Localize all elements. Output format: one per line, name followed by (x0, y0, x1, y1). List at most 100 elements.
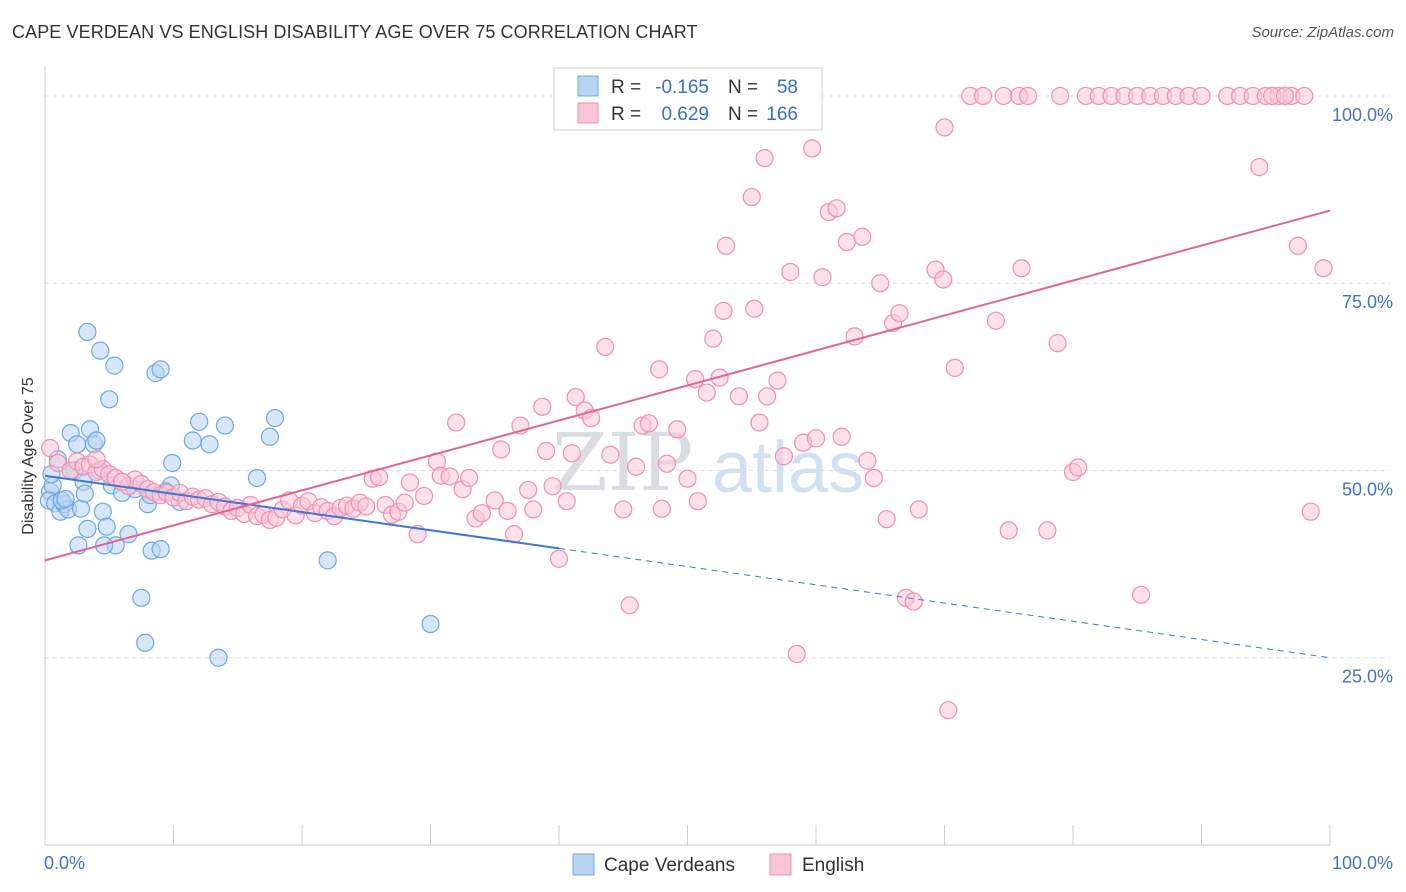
point-english (549, 549, 569, 568)
point-english (688, 492, 707, 511)
point-english (400, 473, 420, 492)
legend-swatch-english (577, 102, 599, 124)
point-english (678, 469, 697, 488)
legend-r-label-1: R = (611, 104, 641, 125)
point-english (620, 596, 639, 615)
point-english (806, 429, 826, 448)
y-tick-label-50: 50.0% (1342, 479, 1393, 499)
point-english (999, 521, 1018, 540)
point-cape-verdeans (68, 435, 87, 454)
point-english (87, 450, 106, 469)
point-english (858, 451, 877, 470)
point-cape-verdeans (87, 431, 106, 450)
point-english (729, 387, 749, 406)
point-cape-verdeans (200, 435, 219, 454)
legend-r-label-0: R = (611, 77, 641, 98)
legend-box: R = -0.165 N = 58 R = 0.629 N = 166 (553, 67, 823, 131)
y-tick-label-25: 25.0% (1342, 667, 1393, 687)
point-cape-verdeans (93, 502, 112, 521)
trend-lines (44, 209, 1331, 659)
point-english (650, 360, 669, 379)
point-english (697, 383, 716, 402)
point-english (1038, 521, 1057, 540)
chart-title: CAPE VERDEAN VS ENGLISH DISABILITY AGE O… (12, 22, 698, 42)
point-english (909, 500, 928, 519)
point-english (440, 467, 459, 486)
trend-line-english (44, 209, 1331, 562)
point-english (668, 420, 687, 439)
legend-frame (553, 67, 823, 131)
point-cape-verdeans (78, 322, 97, 342)
point-english (864, 468, 883, 488)
point-cape-verdeans (318, 551, 337, 570)
point-english (543, 477, 562, 496)
point-cape-verdeans (71, 499, 91, 518)
point-english (877, 510, 896, 529)
point-cape-verdeans (56, 489, 75, 509)
x-tick-label-max: 100.0% (1332, 853, 1393, 873)
point-english (768, 371, 787, 390)
point-english (1132, 585, 1151, 604)
point-english (639, 414, 659, 433)
grid-lines (45, 95, 1390, 659)
point-english (1288, 236, 1307, 255)
bottom-legend-label-cape-verdeans: Cape Verdeans (604, 855, 735, 876)
point-english (566, 387, 585, 407)
point-english (714, 301, 733, 321)
point-english (601, 445, 620, 464)
point-english (1051, 86, 1070, 106)
legend-n-value-0: 58 (777, 77, 798, 98)
point-english (472, 504, 491, 523)
point-cape-verdeans (421, 614, 440, 634)
legend-swatch-cape-verdeans (577, 75, 599, 97)
point-english (485, 491, 504, 510)
point-english (853, 227, 872, 246)
point-cape-verdeans (100, 390, 119, 409)
point-english (557, 492, 576, 511)
bottom-legend: Cape Verdeans English (572, 853, 864, 876)
point-english (686, 369, 705, 389)
point-english (832, 427, 851, 446)
point-cape-verdeans (136, 633, 155, 652)
point-english (504, 525, 524, 544)
point-english (537, 441, 556, 461)
y-tick-label-100: 100.0% (1332, 105, 1393, 125)
point-cape-verdeans (247, 468, 267, 488)
point-cape-verdeans (163, 453, 182, 473)
series-cape-verdeans-points (39, 322, 440, 667)
point-cape-verdeans (132, 588, 151, 607)
y-axis-title: Disability Age Over 75 (20, 377, 37, 535)
point-cape-verdeans (190, 412, 209, 431)
point-english (745, 299, 764, 318)
point-cape-verdeans (209, 648, 228, 667)
point-english (1314, 259, 1333, 278)
point-english (1012, 259, 1031, 278)
point-english (781, 262, 800, 282)
bottom-legend-swatch-cape-verdeans (572, 853, 595, 876)
y-tick-labels: 25.0% 50.0% 75.0% 100.0% (1332, 105, 1393, 687)
point-english (939, 701, 958, 720)
bottom-legend-label-english: English (802, 855, 864, 876)
y-tick-label-75: 75.0% (1342, 292, 1393, 312)
legend-n-label-0: N = (728, 77, 758, 98)
source-label: Source: ZipAtlas.com (1251, 24, 1394, 41)
point-english (596, 337, 615, 356)
point-english (813, 268, 832, 287)
point-english (395, 493, 414, 512)
point-english (827, 199, 846, 218)
point-english (524, 500, 543, 519)
point-cape-verdeans (215, 416, 234, 435)
point-english (803, 139, 822, 158)
point-english (986, 311, 1006, 330)
point-english (562, 444, 581, 463)
point-english (657, 454, 677, 473)
point-english (904, 592, 923, 611)
point-english (1192, 86, 1211, 106)
point-english (1250, 158, 1269, 177)
point-english (994, 86, 1013, 106)
point-english (837, 232, 856, 252)
point-cape-verdeans (75, 484, 94, 503)
point-cape-verdeans (105, 356, 124, 375)
point-english (626, 457, 646, 476)
